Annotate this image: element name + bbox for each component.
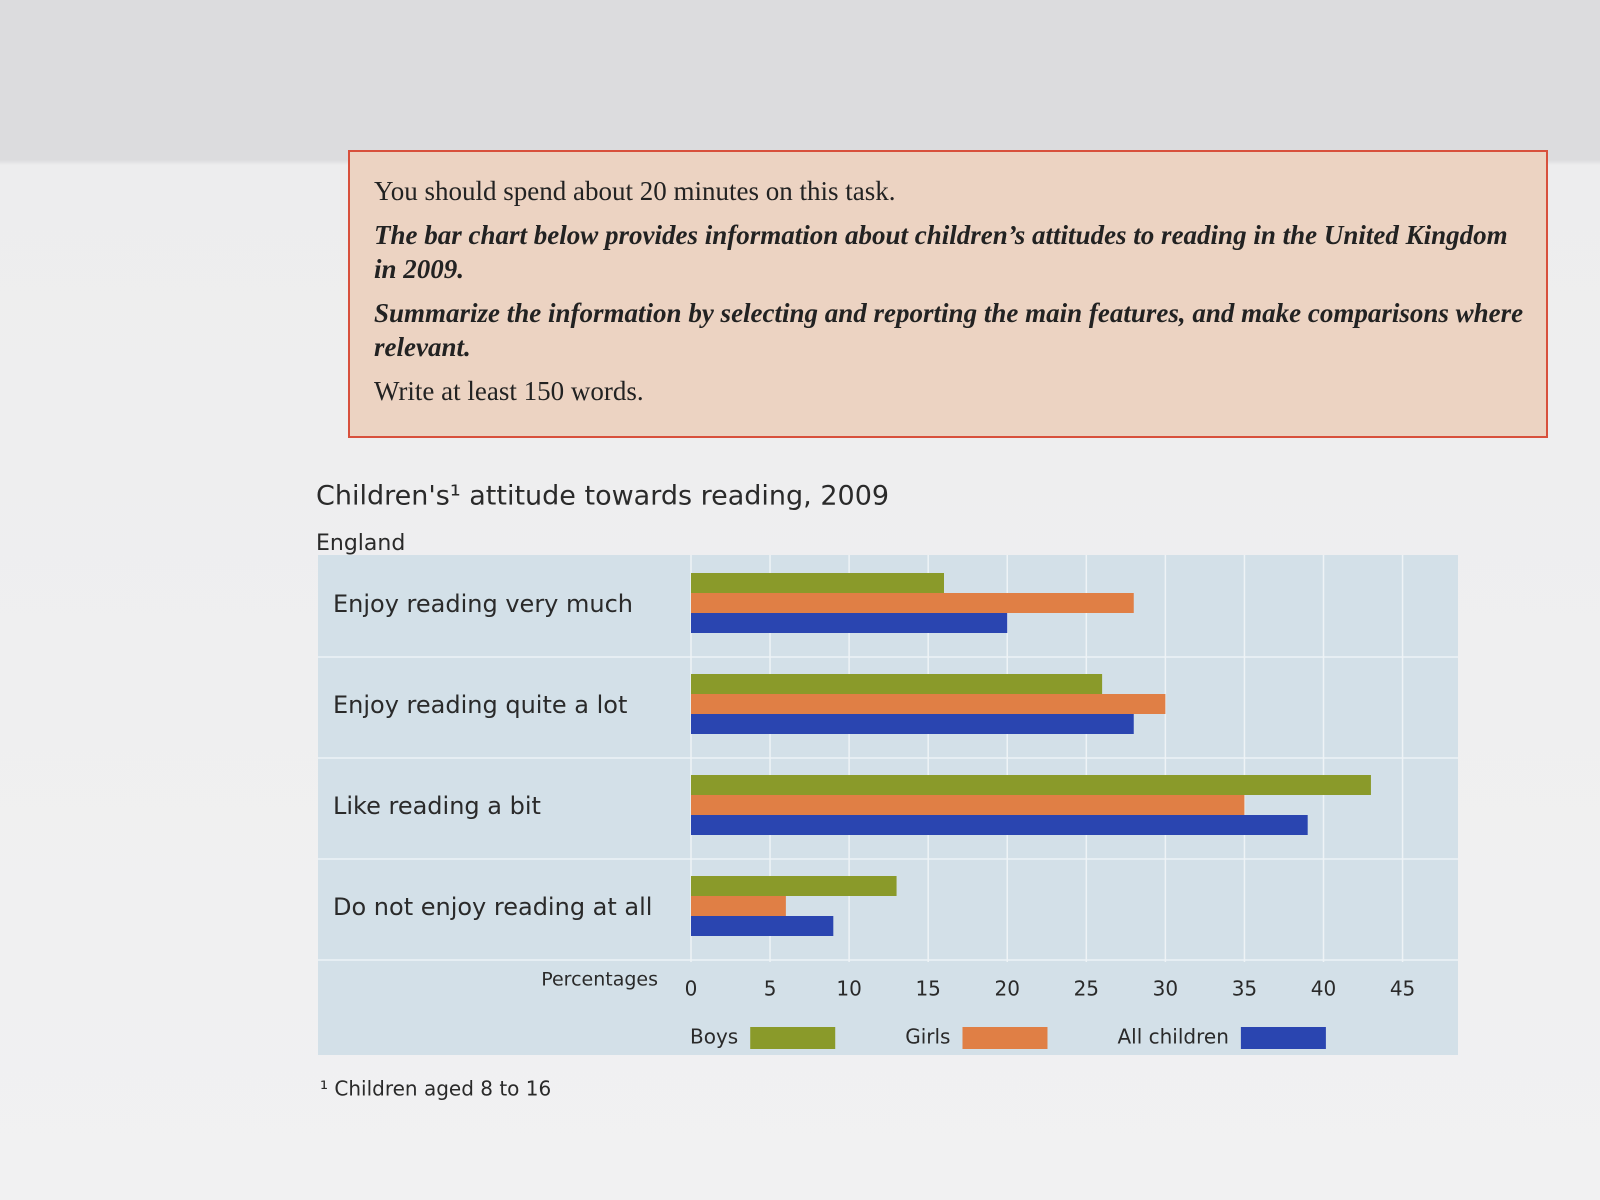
bar [691,694,1166,714]
category-label: Do not enjoy reading at all [333,893,652,921]
bar [691,714,1134,734]
x-tick-label: 0 [685,977,698,1001]
x-tick-label: 5 [764,977,777,1001]
legend-label: All children [1117,1025,1228,1049]
task-instruction: You should spend about 20 minutes on thi… [374,176,896,206]
bar [691,775,1371,795]
chart-subtitle: England [316,531,405,556]
bar [691,674,1103,694]
legend-label: Boys [690,1025,738,1049]
bar [691,876,897,896]
chart-title: Children's¹ attitude towards reading, 20… [316,481,889,512]
bar [691,573,944,593]
legend-swatch [750,1027,836,1049]
bar [691,815,1308,835]
task-prompt: Summarize the information by selecting a… [374,298,1524,362]
legend-label: Girls [905,1025,950,1049]
x-tick-label: 30 [1153,977,1178,1001]
bar [691,916,834,936]
x-tick-label: 35 [1232,977,1257,1001]
legend-swatch [1240,1027,1326,1049]
bar [691,613,1008,633]
bar [691,896,786,916]
legend-swatch [962,1027,1048,1049]
x-tick-label: 45 [1390,977,1415,1001]
bar [691,795,1245,815]
task-instruction: Write at least 150 words. [374,376,644,406]
footnote: ¹ Children aged 8 to 16 [320,1077,551,1101]
x-tick-label: 25 [1074,977,1099,1001]
category-label: Enjoy reading quite a lot [333,691,627,719]
bar [691,593,1134,613]
x-tick-label: 15 [915,977,940,1001]
task-box: You should spend about 20 minutes on thi… [348,150,1548,438]
x-axis-label: Percentages [541,969,658,991]
x-tick-label: 20 [995,977,1020,1001]
task-prompt: The bar chart below provides information… [374,220,1508,284]
x-tick-label: 40 [1311,977,1336,1001]
category-label: Like reading a bit [333,792,541,820]
category-label: Enjoy reading very much [333,590,633,618]
x-tick-label: 10 [836,977,861,1001]
